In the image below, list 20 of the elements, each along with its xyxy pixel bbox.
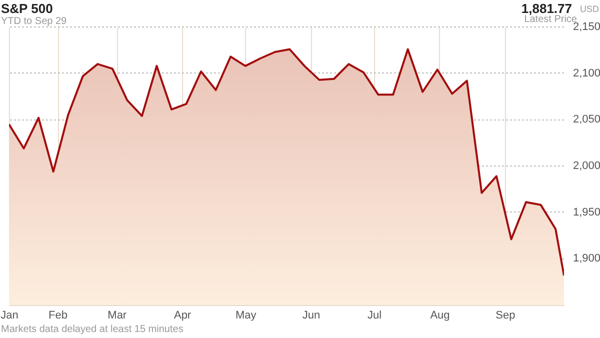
text: Markets data delayed at least 15 minutes xyxy=(1,324,184,335)
text: USD xyxy=(580,4,599,14)
y-tick-label: 2,050 xyxy=(573,114,600,126)
text: 1,881.77 xyxy=(521,1,572,16)
y-tick-label: 1,950 xyxy=(573,206,600,218)
x-tick-label: Sep xyxy=(496,310,516,322)
chart-title: S&P 500 xyxy=(1,1,53,16)
y-tick-label: 2,150 xyxy=(573,21,600,33)
y-tick-label: 2,100 xyxy=(573,67,600,80)
x-tick-label: Feb xyxy=(48,310,68,322)
x-tick-label: Mar xyxy=(108,310,127,322)
x-tick-label: May xyxy=(235,310,257,322)
y-tick-label: 1,900 xyxy=(573,252,600,265)
chart-subtitle: YTD to Sep 29 xyxy=(1,16,67,27)
x-tick-label: Apr xyxy=(174,310,192,322)
y-tick-label: 2,000 xyxy=(573,160,600,172)
x-tick-label: Jan xyxy=(0,310,18,322)
x-tick-label: Jul xyxy=(368,310,382,322)
x-tick-label: Aug xyxy=(430,310,450,322)
x-tick-label: Jun xyxy=(302,310,320,322)
